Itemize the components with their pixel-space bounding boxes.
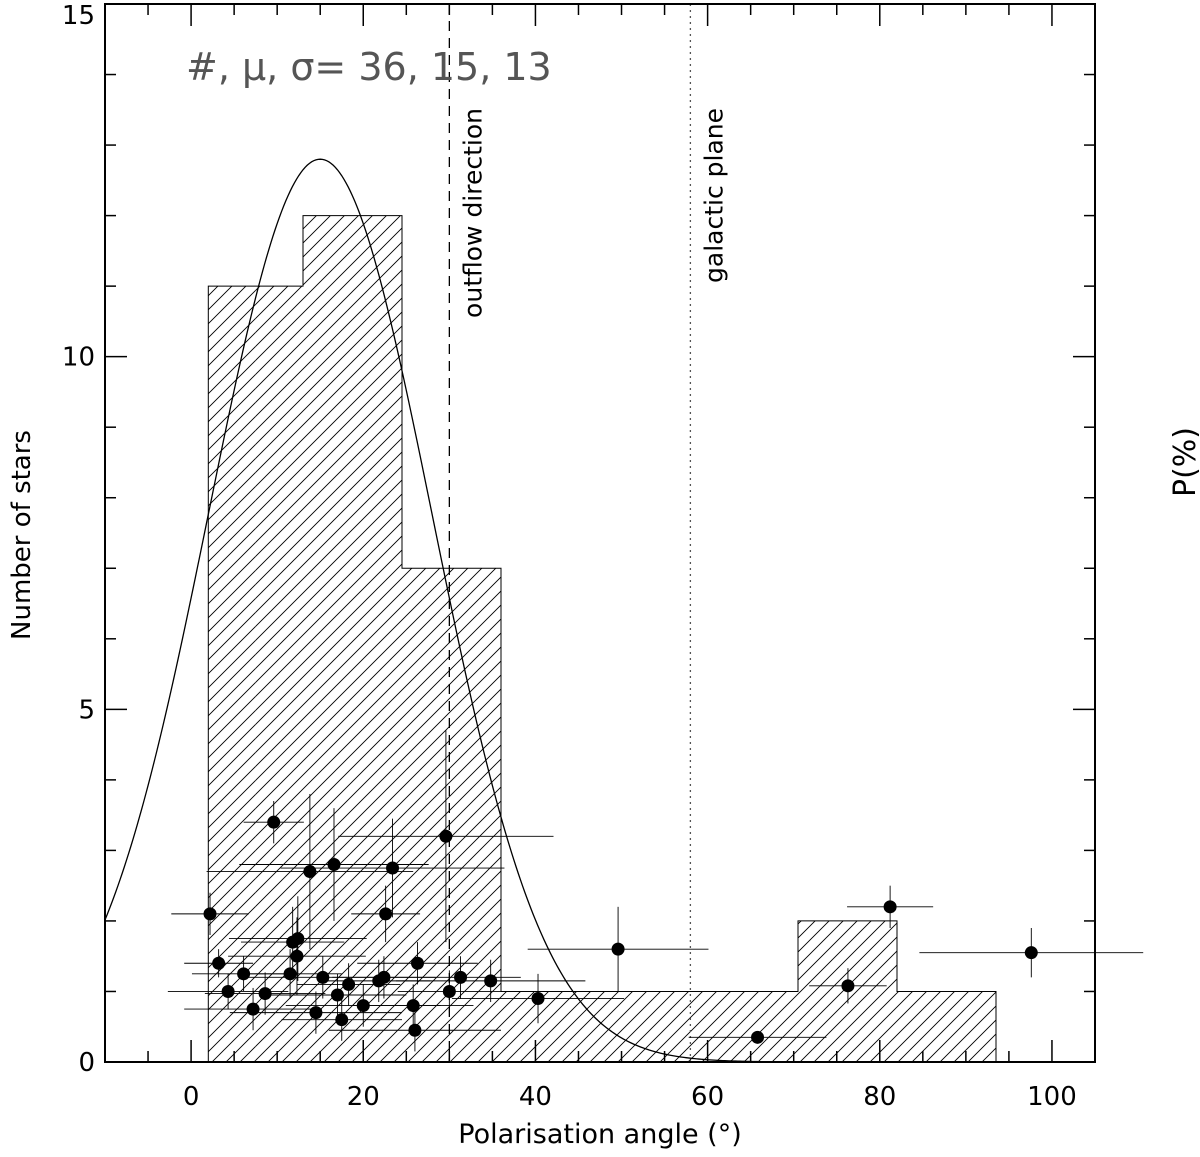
point-marker bbox=[327, 858, 341, 872]
point-marker bbox=[290, 949, 304, 963]
point-marker bbox=[309, 1006, 323, 1020]
data-point bbox=[397, 970, 501, 1013]
point-marker bbox=[454, 970, 468, 984]
point-marker bbox=[335, 1013, 349, 1027]
point-marker bbox=[377, 970, 391, 984]
point-marker bbox=[303, 865, 317, 879]
point-marker bbox=[408, 1023, 422, 1037]
y-tick-label: 10 bbox=[62, 343, 95, 373]
point-marker bbox=[410, 956, 424, 970]
plot-frame bbox=[104, 3, 1096, 1063]
point-marker bbox=[442, 984, 456, 998]
data-point bbox=[243, 801, 304, 844]
data-point bbox=[228, 896, 367, 981]
data-point bbox=[229, 991, 402, 1034]
point-marker bbox=[267, 815, 281, 829]
point-marker bbox=[611, 942, 625, 956]
x-tick-label: 0 bbox=[183, 1082, 200, 1112]
point-marker bbox=[330, 988, 344, 1002]
outflow-direction-label: outflow direction bbox=[458, 108, 487, 318]
data-point bbox=[171, 892, 249, 936]
point-marker bbox=[531, 992, 545, 1006]
point-marker bbox=[751, 1030, 765, 1044]
data-point bbox=[451, 973, 625, 1024]
data-point bbox=[919, 927, 1144, 978]
y-tick-label: 5 bbox=[78, 695, 95, 725]
point-marker bbox=[212, 956, 226, 970]
data-point bbox=[847, 885, 934, 928]
histogram-bar bbox=[208, 286, 256, 1063]
data-point bbox=[688, 1030, 827, 1044]
x-tick-label: 100 bbox=[1027, 1082, 1077, 1112]
histogram-bar bbox=[699, 991, 798, 1062]
data-point bbox=[351, 885, 421, 943]
histogram-bar bbox=[600, 991, 699, 1062]
x-axis-title: Polarisation angle (°) bbox=[458, 1119, 741, 1150]
point-marker bbox=[258, 987, 272, 1001]
reference-lines bbox=[448, 4, 692, 1062]
y-tick-label: 15 bbox=[62, 1, 95, 31]
gaussian-fit bbox=[105, 158, 1095, 1062]
data-point bbox=[352, 984, 474, 1027]
x-tick-label: 20 bbox=[347, 1082, 380, 1112]
histogram-bars bbox=[207, 215, 997, 1063]
data-point bbox=[395, 959, 586, 1003]
x-tick-label: 80 bbox=[863, 1082, 896, 1112]
histogram-bar bbox=[303, 215, 402, 1063]
point-marker bbox=[203, 907, 217, 921]
x-tick-label: 40 bbox=[519, 1082, 552, 1112]
point-marker bbox=[386, 861, 400, 875]
data-points bbox=[167, 730, 1144, 1052]
histogram-bar bbox=[501, 991, 600, 1062]
y-axis-title-right: P(%) bbox=[1168, 427, 1200, 497]
histogram-bar bbox=[897, 991, 996, 1062]
point-marker bbox=[283, 967, 297, 981]
data-point bbox=[338, 730, 554, 943]
x-tick-label: 60 bbox=[691, 1082, 724, 1112]
point-marker bbox=[841, 979, 855, 993]
data-point bbox=[809, 968, 887, 1004]
point-marker bbox=[291, 932, 305, 946]
data-point bbox=[204, 972, 326, 1015]
y-axis-title-left: Number of stars bbox=[7, 430, 37, 640]
point-marker bbox=[883, 900, 897, 914]
data-point bbox=[280, 818, 505, 918]
axes: 0 20 40 60 80 100 0 5 10 15 bbox=[62, 1, 1096, 1112]
data-point bbox=[228, 917, 366, 995]
point-marker bbox=[379, 907, 393, 921]
data-point bbox=[281, 998, 402, 1041]
point-marker bbox=[246, 1002, 260, 1016]
point-marker bbox=[439, 829, 453, 843]
point-marker bbox=[1024, 946, 1038, 960]
point-marker bbox=[406, 999, 420, 1013]
data-point bbox=[184, 949, 254, 978]
point-marker bbox=[342, 977, 356, 991]
point-marker bbox=[221, 984, 235, 998]
galactic-plane-label: galactic plane bbox=[699, 108, 728, 283]
gaussian-curve bbox=[105, 158, 1095, 1062]
data-point bbox=[527, 906, 709, 992]
data-point bbox=[328, 1009, 501, 1052]
stats-label: #, μ, σ= 36, 15, 13 bbox=[186, 45, 552, 89]
point-marker bbox=[484, 974, 498, 988]
point-marker bbox=[316, 970, 330, 984]
y-tick-label: 0 bbox=[78, 1048, 95, 1078]
